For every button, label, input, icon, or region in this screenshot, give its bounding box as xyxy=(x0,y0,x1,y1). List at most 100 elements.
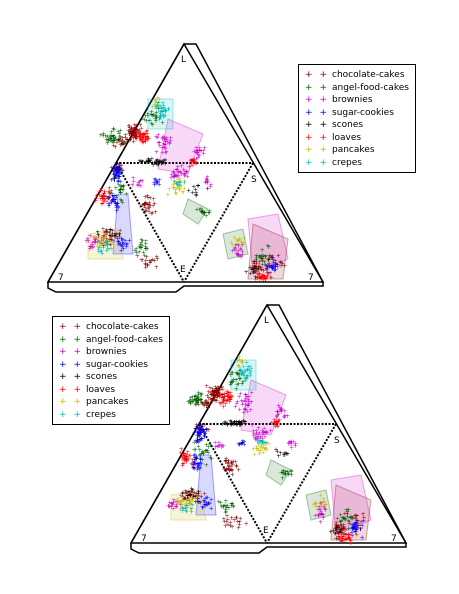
scatter-point: + xyxy=(275,408,280,415)
scatter-point: + xyxy=(107,194,112,201)
scatter-point: + xyxy=(116,128,121,135)
scatter-point: + xyxy=(188,505,193,512)
scatter-point: + xyxy=(115,166,120,173)
scatter-point: + xyxy=(223,508,228,515)
scatter-point: + xyxy=(241,409,246,416)
scatter-point: + xyxy=(195,398,200,405)
scatter-point: + xyxy=(127,131,132,138)
scatter-point: + xyxy=(108,227,113,234)
scatter-point: + xyxy=(236,371,241,378)
scatter-point: + xyxy=(202,490,207,497)
scatter-point: + xyxy=(318,509,323,516)
scatter-point: + xyxy=(202,433,207,440)
scatter-point: + xyxy=(224,458,229,465)
scatter-point: + xyxy=(356,523,361,530)
scatter-point: + xyxy=(145,262,150,269)
scatter-point: + xyxy=(146,159,151,166)
scatter-point: + xyxy=(189,490,194,497)
scatter-point: + xyxy=(143,208,148,215)
scatter-point: + xyxy=(212,388,217,395)
scatter-point: + xyxy=(160,150,165,157)
scatter-point: + xyxy=(256,432,261,439)
scatter-point: + xyxy=(191,461,196,468)
scatter-point: + xyxy=(145,263,150,270)
scatter-point: + xyxy=(137,133,142,140)
legend-label: loaves xyxy=(86,384,116,395)
scatter-point: + xyxy=(229,515,234,522)
scatter-point: + xyxy=(134,130,139,137)
scatter-point: + xyxy=(353,512,358,519)
scatter-point: + xyxy=(347,535,352,542)
scatter-point: + xyxy=(225,422,230,429)
scatter-point: + xyxy=(180,498,185,505)
scatter-point: + xyxy=(229,240,234,247)
scatter-point: + xyxy=(194,150,199,157)
scatter-point: + xyxy=(248,364,253,371)
scatter-point: + xyxy=(160,135,165,142)
scatter-point: + xyxy=(253,274,258,281)
scatter-point: + xyxy=(195,183,200,190)
scatter-point: + xyxy=(234,377,239,384)
scatter-point: + xyxy=(262,430,267,437)
scatter-point: + xyxy=(256,267,261,274)
scatter-point: + xyxy=(132,133,137,140)
scatter-point: + xyxy=(198,392,203,399)
scatter-point: + xyxy=(226,464,231,471)
scatter-point: + xyxy=(199,400,204,407)
scatter-point: + xyxy=(234,237,239,244)
scatter-point: + xyxy=(128,137,133,144)
scatter-point: + xyxy=(278,407,283,414)
scatter-point: + xyxy=(181,498,186,505)
scatter-point: + xyxy=(104,199,109,206)
scatter-point: + xyxy=(203,398,208,405)
scatter-point: + xyxy=(158,112,163,119)
scatter-point: + xyxy=(117,241,122,248)
scatter-point: + xyxy=(208,392,213,399)
scatter-point: + xyxy=(101,193,106,200)
scatter-point: + xyxy=(150,210,155,217)
scatter-point: + xyxy=(208,390,213,397)
scatter-point: + xyxy=(231,420,236,427)
scatter-point: + xyxy=(118,164,123,171)
scatter-point: + xyxy=(145,193,150,200)
scatter-point: + xyxy=(204,427,209,434)
scatter-point: + xyxy=(171,174,176,181)
scatter-point: + xyxy=(179,501,184,508)
legend-marker: + + xyxy=(59,334,81,345)
scatter-point: + xyxy=(259,253,264,260)
scatter-point: + xyxy=(184,454,189,461)
scatter-point: + xyxy=(245,408,250,415)
scatter-point: + xyxy=(182,185,187,192)
scatter-point: + xyxy=(110,139,115,146)
scatter-point: + xyxy=(199,428,204,435)
scatter-point: + xyxy=(156,105,161,112)
scatter-point: + xyxy=(119,170,124,177)
scatter-point: + xyxy=(140,243,145,250)
scatter-point: + xyxy=(205,179,210,186)
scatter-point: + xyxy=(181,497,186,504)
scatter-point: + xyxy=(214,387,219,394)
scatter-point: + xyxy=(144,118,149,125)
scatter-point: + xyxy=(204,176,209,183)
scatter-point: + xyxy=(352,524,357,531)
scatter-point: + xyxy=(109,200,114,207)
scatter-point: + xyxy=(114,170,119,177)
scatter-point: + xyxy=(199,392,204,399)
legend-label: brownies xyxy=(86,347,127,357)
scatter-point: + xyxy=(120,237,125,244)
scatter-point: + xyxy=(146,156,151,163)
scatter-point: + xyxy=(184,503,189,510)
scatter-point: + xyxy=(173,504,178,511)
scatter-point: + xyxy=(214,386,219,393)
scatter-point: + xyxy=(251,433,256,440)
scatter-point: + xyxy=(226,458,231,465)
scatter-point: + xyxy=(139,257,144,264)
scatter-point: + xyxy=(272,419,277,426)
vertex-label-inner-bottom: E xyxy=(263,526,269,536)
scatter-point: + xyxy=(202,502,207,509)
scatter-point: + xyxy=(98,245,103,252)
scatter-point: + xyxy=(243,402,248,409)
scatter-point: + xyxy=(197,438,202,445)
scatter-point: + xyxy=(145,201,150,208)
scatter-point: + xyxy=(180,455,185,462)
